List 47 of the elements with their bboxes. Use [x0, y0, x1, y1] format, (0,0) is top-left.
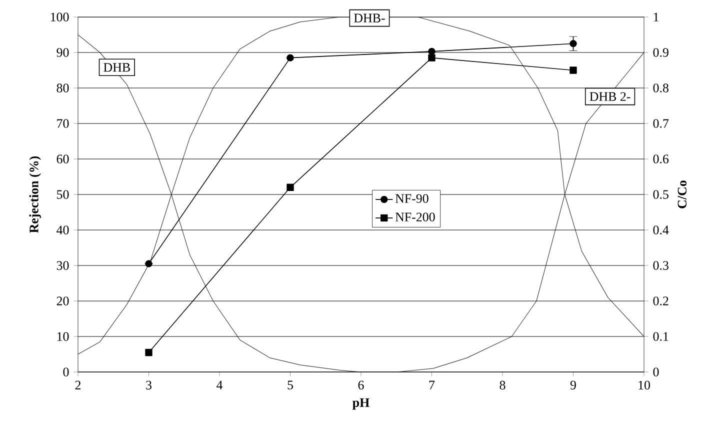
x-tick-label: 3	[146, 380, 152, 390]
y2-tick-label: 0.5	[653, 190, 668, 199]
y-tick-label: 50	[57, 190, 69, 199]
y-tick-label: 10	[57, 332, 69, 341]
y2-tick-label: 0.2	[653, 296, 668, 306]
y2-tick-label: 0.4	[653, 226, 669, 234]
y2-tick-label: 0.7	[653, 119, 669, 128]
y-tick-label: 0	[63, 368, 69, 376]
annotation: DHB	[104, 63, 130, 72]
annotation: DHB 2-	[590, 92, 630, 101]
x-tick-label: 8	[500, 380, 506, 390]
y2-tick-label: 0.1	[653, 332, 668, 341]
y2-tick-label: 0.8	[653, 84, 668, 92]
y-tick-label: 20	[56, 296, 69, 306]
point	[570, 66, 577, 74]
y-tick-label: 60	[56, 154, 69, 164]
legend-label: NF-90	[395, 194, 428, 203]
y-tick-label: 90	[56, 48, 69, 57]
y2-tick-label: 0.3	[653, 261, 668, 270]
point	[286, 54, 294, 62]
y-tick-label: 40	[56, 226, 69, 234]
point	[145, 348, 152, 356]
point	[428, 54, 436, 62]
legend-label: NF-200	[395, 212, 435, 222]
x-tick-label: 9	[570, 380, 576, 390]
point	[570, 40, 577, 48]
y-tick-label: 100	[50, 12, 69, 22]
point	[428, 48, 436, 56]
y2-tick-label: 1	[654, 12, 658, 22]
x-tick-label: 10	[638, 380, 650, 390]
y-tick-label: 70	[57, 119, 69, 128]
x-tick-label: 2	[75, 380, 81, 390]
point	[145, 260, 152, 268]
x-tick-label: 7	[429, 380, 435, 390]
x-tick-label: 5	[288, 380, 293, 390]
annotation: DHB-	[354, 14, 385, 22]
x-tick-label: 6	[358, 380, 364, 390]
point	[286, 184, 294, 191]
x-tick-label: 4	[216, 380, 223, 390]
y-tick-label: 80	[56, 84, 69, 92]
y-tick-label: 30	[56, 261, 69, 270]
y2-tick-label: 0.6	[653, 154, 669, 164]
y2-tick-label: 0	[653, 368, 659, 376]
x-axis-title: pH	[352, 398, 370, 410]
y2-axis-title: C/Co	[678, 180, 686, 208]
y-axis-title: Rejection (%)	[29, 156, 41, 233]
y2-tick-label: 0.9	[653, 48, 668, 57]
